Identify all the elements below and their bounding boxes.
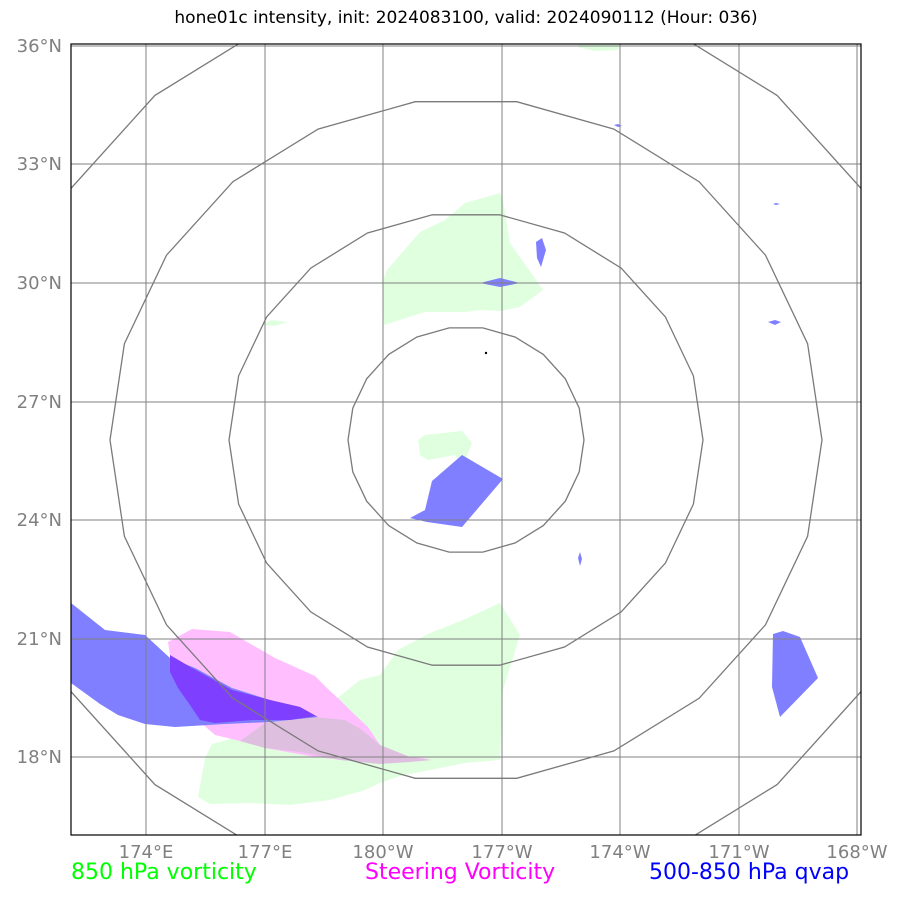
- lat-tick-labels: 36°N 33°N 30°N 27°N 24°N 21°N 18°N: [17, 36, 62, 768]
- map-frame: [70, 43, 862, 836]
- qvap-spot-6: [773, 203, 780, 205]
- overlap-layer: [170, 655, 316, 723]
- distance-ring: [347, 327, 585, 553]
- qvap-spot-4: [578, 552, 582, 566]
- lon-tick-label: 177°E: [238, 842, 293, 863]
- distance-ring: [228, 214, 704, 666]
- qvap-spot-3: [768, 320, 781, 325]
- lon-tick-labels: 174°E 177°E 180°W 177°W 174°W 171°W 168°…: [119, 842, 888, 863]
- distance-ring: [109, 101, 823, 779]
- lat-tick-label: 18°N: [17, 747, 62, 768]
- legend-steering: Steering Vorticity: [365, 860, 556, 885]
- lat-tick-label: 21°N: [17, 629, 62, 650]
- overlap-region: [170, 655, 316, 723]
- mixed-layer: [240, 716, 432, 764]
- qvap-region-west: [71, 603, 318, 727]
- lon-tick-label: 174°W: [589, 842, 650, 863]
- lon-tick-label: 171°W: [708, 842, 769, 863]
- lat-tick-label: 24°N: [17, 510, 62, 531]
- lat-tick-label: 30°N: [17, 273, 62, 294]
- lat-tick-label: 27°N: [17, 392, 62, 413]
- lat-tick-label: 36°N: [17, 36, 62, 57]
- legend-qvap: 500-850 hPa qvap: [649, 860, 850, 885]
- qvap-spot-2: [536, 238, 546, 267]
- legend-vorticity: 850 hPa vorticity: [71, 860, 257, 885]
- vorticity-region-small-west: [262, 320, 288, 326]
- qvap-region-east: [772, 631, 818, 717]
- steering-region: [168, 629, 430, 764]
- lon-tick-label: 177°W: [471, 842, 532, 863]
- lat-tick-label: 33°N: [17, 154, 62, 175]
- lon-tick-label: 174°E: [119, 842, 174, 863]
- vorticity-region-center-blob: [418, 431, 472, 466]
- mixed-region: [240, 716, 432, 764]
- vorticity-region-south: [198, 603, 520, 805]
- map-title: hone01c intensity, init: 2024083100, val…: [174, 8, 758, 28]
- qvap-region-center: [410, 455, 503, 527]
- steering-layer: [168, 629, 430, 764]
- lon-tick-label: 168°W: [826, 842, 887, 863]
- storm-center-marker: [484, 351, 488, 355]
- lon-tick-label: 180°W: [352, 842, 413, 863]
- graticule: [71, 44, 861, 835]
- vorticity-region-central: [382, 193, 543, 325]
